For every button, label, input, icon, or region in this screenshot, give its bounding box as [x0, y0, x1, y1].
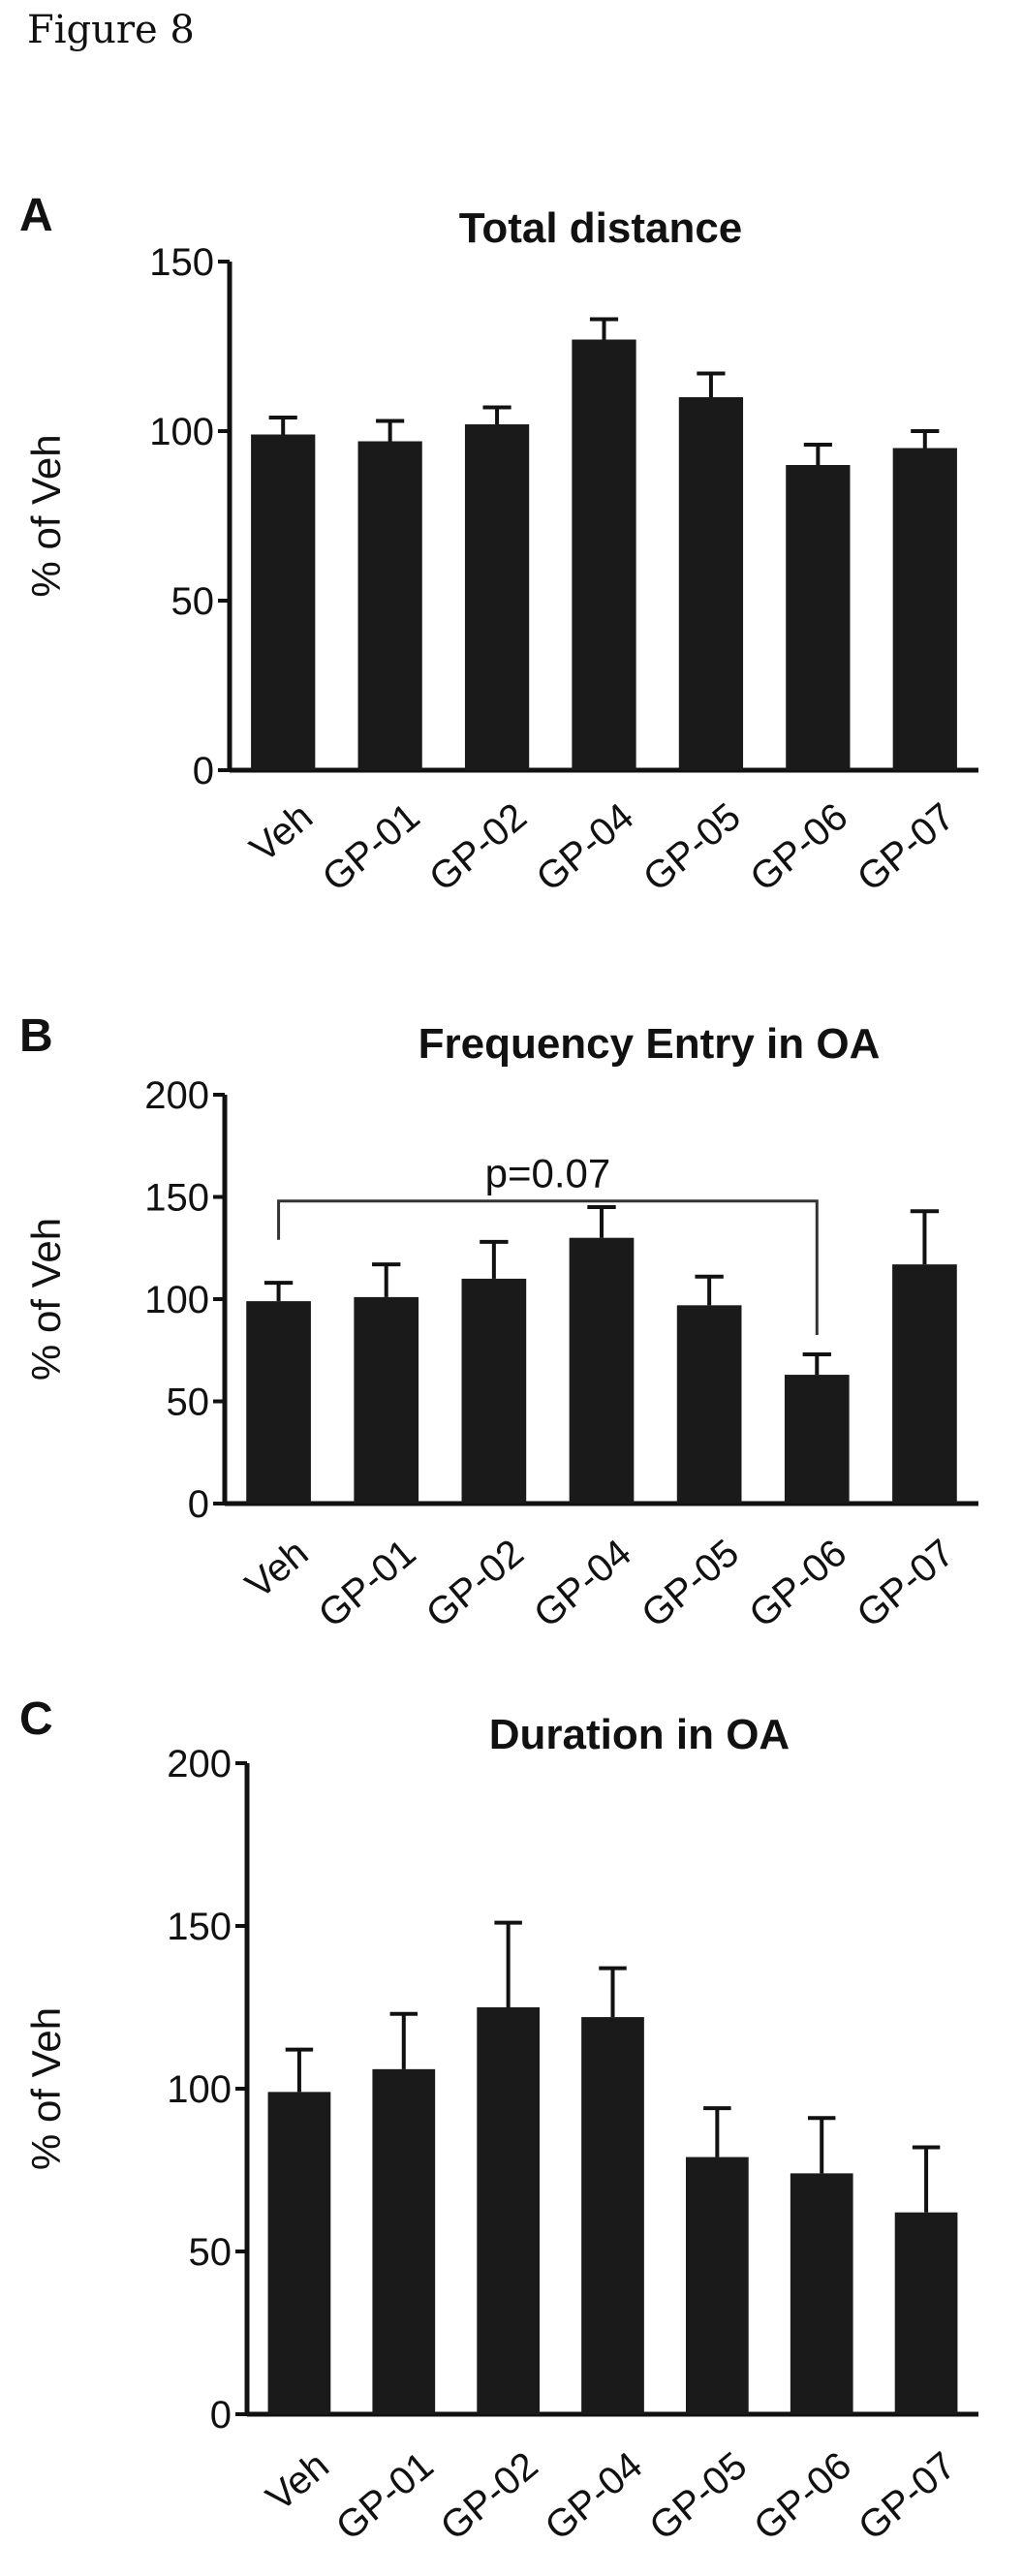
y-tick-label: 150	[149, 241, 214, 284]
chart-title: Total distance	[459, 204, 743, 252]
x-tick-label: GP-02	[433, 2444, 546, 2549]
bar-gp-01	[372, 2068, 436, 2414]
figure-title: Figure 8	[27, 8, 195, 52]
panel-letter: A	[19, 190, 53, 241]
x-tick-label: GP-06	[742, 795, 855, 900]
bar-gp-02	[464, 424, 530, 770]
bar-gp-01	[357, 441, 422, 770]
x-tick-label: GP-07	[850, 1532, 963, 1636]
x-tick-label: GP-07	[851, 2444, 964, 2549]
x-tick-label: GP-05	[636, 795, 749, 900]
bar-gp-01	[354, 1296, 419, 1504]
x-tick-label: GP-06	[741, 1532, 854, 1636]
bar-gp-02	[461, 1278, 527, 1504]
significance-label: p=0.07	[485, 1151, 611, 1196]
x-tick-label: GP-04	[538, 2444, 651, 2549]
chart-panel-b: B Frequency Entry in OA % of Veh 0 50 100 150 2…	[19, 1010, 978, 1636]
significance-bracket	[277, 1199, 819, 1335]
bar-gp-06	[790, 2173, 853, 2414]
bar-veh	[267, 2092, 331, 2414]
bar-veh	[251, 434, 316, 770]
chart-title: Frequency Entry in OA	[418, 1020, 881, 1068]
bar-gp-05	[676, 1305, 742, 1504]
panel-letter: C	[19, 1693, 53, 1745]
y-tick-label: 200	[167, 1743, 232, 1785]
bar-gp-07	[894, 2212, 958, 2414]
chart-title: Duration in OA	[489, 1711, 790, 1758]
y-tick-label: 0	[193, 750, 214, 792]
x-tick-label: GP-05	[634, 1532, 747, 1636]
x-tick-label: GP-07	[850, 795, 963, 900]
x-tick-label: GP-01	[328, 2444, 442, 2549]
bar-gp-04	[569, 1237, 635, 1504]
y-tick-label: 150	[167, 1906, 232, 1948]
x-tick-label: GP-04	[529, 795, 642, 900]
x-tick-label: GP-04	[526, 1532, 639, 1636]
bar-gp-06	[784, 1375, 850, 1504]
x-tick-label: Veh	[242, 795, 321, 871]
y-tick-label: 200	[144, 1074, 209, 1117]
bar-gp-07	[892, 448, 957, 770]
bar-gp-05	[686, 2157, 749, 2414]
chart-panel-a: A Total distance % of Veh 0 50 100 150 VehGP-01…	[19, 190, 978, 900]
bar-veh	[246, 1301, 311, 1504]
panel-letter: B	[19, 1010, 53, 1062]
y-tick-label: 50	[189, 2231, 232, 2274]
x-tick-label: GP-02	[418, 1532, 532, 1636]
bar-gp-07	[892, 1264, 957, 1504]
bar-gp-05	[678, 397, 744, 770]
y-tick-label: 150	[144, 1177, 209, 1220]
x-tick-label: GP-06	[746, 2444, 859, 2549]
y-tick-label: 0	[210, 2394, 232, 2436]
x-tick-label: GP-05	[641, 2444, 755, 2549]
y-tick-label: 100	[167, 2068, 232, 2111]
bar-gp-04	[572, 339, 636, 770]
y-axis-label: % of Veh	[23, 434, 69, 597]
y-axis-label: % of Veh	[23, 2007, 69, 2170]
y-tick-label: 100	[144, 1279, 209, 1321]
x-tick-label: Veh	[237, 1532, 316, 1607]
y-tick-label: 0	[188, 1483, 209, 1526]
y-tick-label: 100	[149, 411, 214, 453]
chart-panel-c: C Duration in OA% of Veh050100150200VehGP…	[19, 1693, 978, 2549]
bar-gp-02	[477, 2007, 540, 2414]
y-tick-label: 50	[167, 1381, 210, 1424]
y-axis-label: % of Veh	[23, 1218, 69, 1381]
x-tick-label: Veh	[259, 2444, 337, 2520]
x-tick-label: GP-01	[315, 795, 428, 900]
x-tick-label: GP-01	[311, 1532, 424, 1636]
bar-gp-06	[786, 465, 851, 770]
y-tick-label: 50	[171, 580, 215, 623]
bar-gp-04	[581, 2017, 644, 2414]
x-tick-label: GP-02	[421, 795, 535, 900]
